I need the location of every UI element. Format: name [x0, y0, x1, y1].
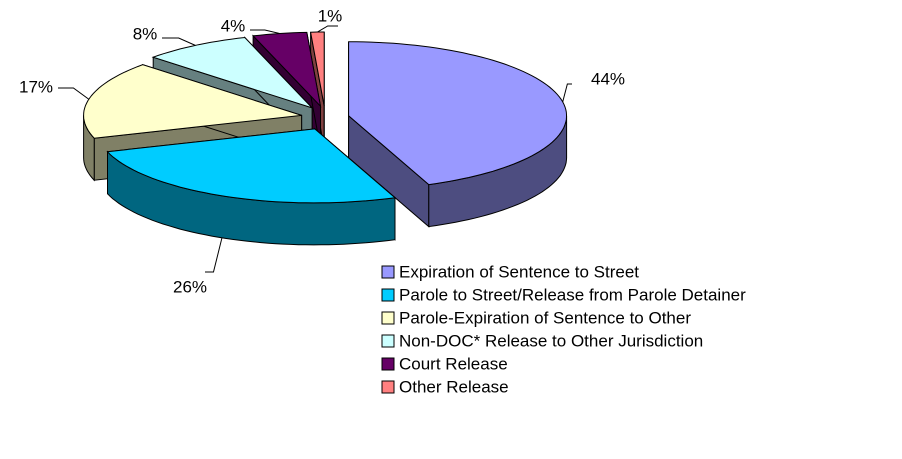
legend-label: Other Release	[399, 377, 509, 396]
leader-line	[317, 25, 338, 33]
legend-label: Parole to Street/Release from Parole Det…	[399, 285, 746, 304]
legend-swatch	[381, 380, 395, 394]
legend-label: Court Release	[399, 354, 508, 373]
legend-swatch	[381, 288, 395, 302]
leader-line	[58, 87, 90, 100]
data-label: 1%	[318, 6, 343, 25]
slice-top	[83, 64, 302, 139]
legend-swatch	[381, 357, 395, 371]
slice-top	[252, 31, 322, 108]
data-label: 8%	[133, 24, 158, 43]
pie-slice	[348, 41, 568, 228]
data-label: 26%	[173, 277, 207, 296]
data-label: 44%	[591, 69, 625, 88]
leader-line	[162, 37, 196, 46]
leader-line	[562, 83, 572, 103]
legend-swatch	[381, 311, 395, 325]
pie-slice	[106, 127, 397, 246]
slice-top	[348, 41, 567, 186]
legend-swatch	[381, 265, 395, 279]
slice-top	[151, 36, 313, 109]
legend-label: Non-DOC* Release to Other Jurisdiction	[399, 331, 703, 350]
data-label: 17%	[19, 77, 53, 96]
legend-swatch	[381, 334, 395, 348]
slice-top	[106, 128, 397, 204]
data-label: 4%	[221, 16, 246, 35]
legend-label: Parole-Expiration of Sentence to Other	[399, 308, 691, 327]
leader-line	[205, 237, 223, 273]
leader-line	[250, 29, 280, 35]
legend-label: Expiration of Sentence to Street	[399, 262, 639, 281]
